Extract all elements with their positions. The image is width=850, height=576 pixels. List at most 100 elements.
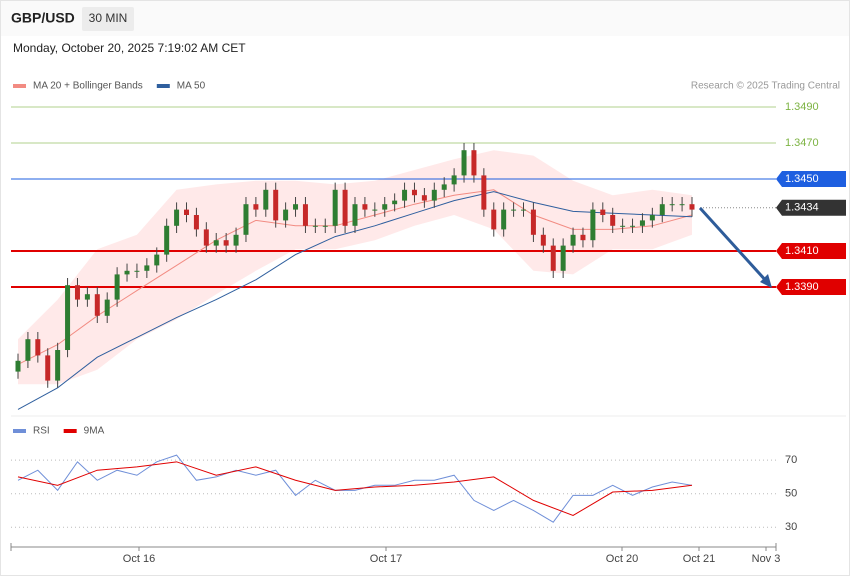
candle-body: [273, 189, 279, 221]
x-tick-label: Oct 21: [683, 553, 715, 565]
candle-body: [84, 294, 90, 300]
candle-body: [659, 204, 665, 215]
x-tick-label: Oct 17: [370, 553, 402, 565]
candle-body: [74, 285, 80, 300]
x-tick-label: Nov 3: [752, 553, 781, 565]
candle-body: [352, 204, 358, 226]
candle-body: [501, 209, 507, 230]
candle-body: [193, 215, 199, 230]
candle-body: [639, 220, 645, 226]
level-label: 1.3390: [785, 281, 819, 293]
x-tick-label: Oct 16: [123, 553, 155, 565]
legend-label: RSI: [33, 426, 50, 437]
level-label-box: [776, 171, 846, 187]
candle-body: [312, 225, 318, 227]
candle-body: [15, 360, 21, 372]
candle-body: [134, 270, 140, 272]
x-tick-label: Oct 20: [606, 553, 638, 565]
candle-body: [451, 175, 457, 185]
legend-swatch: [63, 429, 77, 433]
candle-body: [669, 204, 675, 206]
legend-swatch: [13, 429, 26, 433]
candle-body: [402, 189, 408, 201]
indicator-line: [17, 461, 693, 517]
level-label: 1.3410: [785, 245, 819, 257]
candle-body: [342, 189, 348, 226]
candle-body: [431, 189, 437, 201]
candle-body: [35, 339, 41, 356]
candle-body: [491, 209, 497, 230]
candle-body: [322, 225, 328, 227]
y-tick-label: 50: [785, 488, 797, 500]
candle-body: [104, 299, 110, 316]
candle-body: [630, 225, 636, 227]
candle-body: [392, 200, 398, 205]
candle-body: [590, 209, 596, 241]
candle-body: [114, 274, 120, 300]
candle-body: [124, 270, 130, 275]
level-label-box: [776, 243, 846, 259]
candle-body: [94, 294, 100, 316]
candle-body: [164, 225, 170, 255]
candle-body: [174, 209, 180, 226]
legend-swatch: [13, 84, 26, 88]
candle-body: [302, 204, 308, 226]
candle-body: [689, 204, 695, 210]
indicator-line: [17, 454, 693, 523]
candle-body: [679, 204, 685, 206]
candle-body: [45, 355, 51, 381]
legend-label: MA 50: [177, 81, 206, 92]
candle-body: [55, 350, 61, 381]
candle-body: [233, 234, 239, 246]
level-label-box: [776, 199, 846, 216]
level-label: 1.3490: [785, 101, 819, 113]
level-label: 1.3450: [785, 173, 819, 185]
candle-body: [372, 209, 378, 211]
candle-body: [521, 209, 526, 211]
candle-body: [411, 189, 417, 196]
candle-body: [580, 234, 586, 241]
candle-body: [362, 204, 368, 210]
candle-body: [610, 215, 616, 226]
forecast-arrow: [698, 206, 770, 285]
candle-body: [223, 240, 229, 246]
candle-body: [283, 209, 289, 221]
candle-body: [144, 265, 150, 271]
candle-body: [570, 234, 576, 246]
candle-body: [243, 204, 249, 235]
candle-body: [263, 189, 269, 210]
candle-body: [511, 209, 517, 211]
candle-body: [441, 184, 447, 190]
candle-body: [184, 209, 189, 215]
candle-body: [461, 150, 467, 176]
symbol: GBP/USD: [11, 10, 75, 26]
candle-body: [471, 150, 477, 176]
candle-body: [203, 229, 209, 246]
candle-body: [620, 225, 626, 227]
y-tick-label: 70: [785, 454, 797, 466]
candle-body: [65, 285, 71, 350]
candle-body: [550, 245, 556, 271]
level-label-box: [776, 279, 846, 295]
forecast-arrow-head: [760, 274, 772, 288]
interval-box: [82, 7, 134, 31]
credit: Research © 2025 Trading Central: [691, 81, 840, 92]
candle-body: [382, 204, 388, 210]
legend-swatch: [156, 84, 170, 88]
timestamp: Monday, October 20, 2025 7:19:02 AM CET: [13, 41, 246, 55]
candle-body: [332, 189, 338, 226]
candle-body: [600, 209, 606, 215]
y-tick-label: 30: [785, 521, 797, 533]
candle-body: [154, 254, 160, 266]
interval: 30 MIN: [89, 11, 128, 25]
candle-body: [421, 195, 427, 201]
candle-body: [213, 240, 219, 246]
candle-body: [293, 204, 299, 210]
candle-body: [25, 339, 31, 361]
header-bar: [1, 1, 849, 36]
candle-body: [481, 175, 487, 210]
candle-body: [560, 245, 566, 271]
candle-body: [649, 215, 655, 221]
level-label: 1.3470: [785, 137, 819, 149]
legend-label: 9MA: [84, 426, 105, 437]
